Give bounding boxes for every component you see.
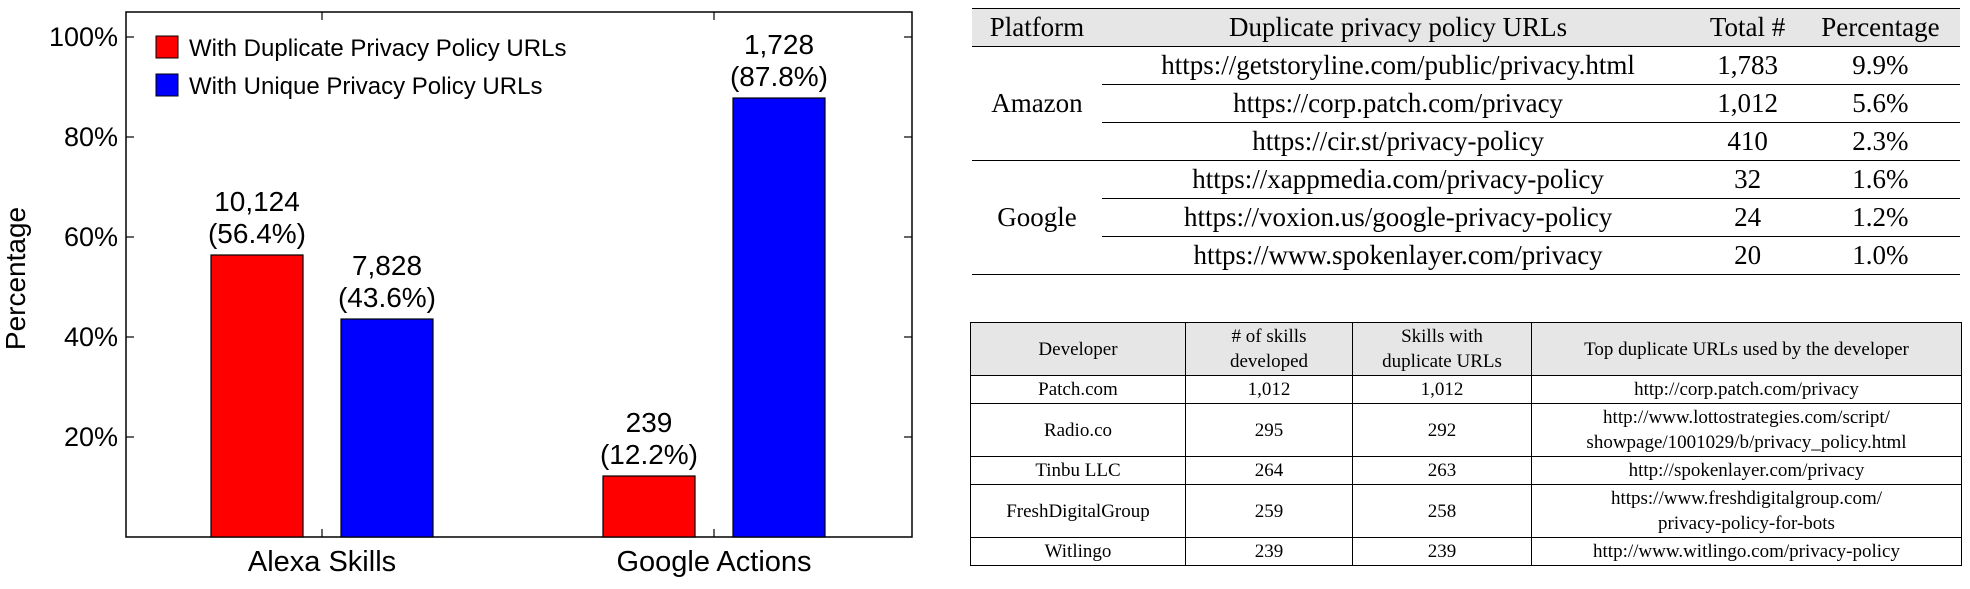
developer-cell: Witlingo [970,537,1186,566]
total-cell: 410 [1694,122,1801,161]
total-cell: 24 [1694,198,1801,237]
x-tick-label: Google Actions [616,546,811,578]
top-url-cell: http://spokenlayer.com/privacy [1531,456,1962,485]
y-tick-label: 40% [64,322,118,352]
bar [210,254,304,538]
y-tick-label: 60% [64,222,118,252]
url-cell: https://xappmedia.com/privacy-policy [1101,160,1695,199]
url-cell: https://cir.st/privacy-policy [1101,122,1695,161]
data-label: (12.2%) [600,439,698,470]
total-header: Total # [1694,8,1801,47]
table-row: https://cir.st/privacy-policy 410 2.3% [972,122,1960,161]
url-cell: https://www.spokenlayer.com/privacy [1101,236,1695,275]
data-label: 10,124 [214,186,300,217]
table-row: Radio.co 295 292 http://www.lottostrategies… [970,403,1962,457]
percentage-cell: 9.9% [1800,46,1960,85]
platform-header: Platform [972,8,1102,47]
skills-duplicate-cell: 239 [1352,537,1532,566]
data-label: (87.8%) [730,61,828,92]
skills-duplicate-cell: 258 [1352,484,1532,538]
y-tick-label: 100% [49,22,118,52]
skills-duplicate-cell: 263 [1352,456,1532,485]
developer-duplicate-urls-table: Developer # of skills developed Skills with… [970,322,1962,566]
skills-developed-cell: 295 [1185,403,1353,457]
top-url-cell: http://corp.patch.com/privacy [1531,375,1962,404]
y-tick-label: 80% [64,122,118,152]
chart-canvas: 20% 40% 60% 80% 100% Percentage Alexa Skills 10… [0,11,913,578]
total-cell: 32 [1694,160,1801,199]
table-row: FreshDigitalGroup 259 258 https://www.fresh… [970,484,1962,538]
table-row: Witlingo 239 239 http://www.witlingo.com/pr… [970,537,1962,566]
percentage-cell: 5.6% [1800,84,1960,123]
skills-developed-cell: 1,012 [1185,375,1353,404]
skills-duplicate-cell: 292 [1352,403,1532,457]
y-tick-label: 20% [64,422,118,452]
url-cell: https://corp.patch.com/privacy [1101,84,1695,123]
percentage-cell: 1.0% [1800,236,1960,275]
top-url-cell: http://www.lottostrategies.com/script/sh… [1531,403,1962,457]
data-label: (43.6%) [338,282,436,313]
table-row: Amazon https://getstoryline.com/public/pr… [972,46,1960,161]
table-row: Tinbu LLC 264 263 http://spokenlayer.com/pr… [970,456,1962,485]
developer-header: Developer [970,322,1186,376]
table-row: https://corp.patch.com/privacy 1,012 5.6% [972,84,1960,123]
platform-cell: Google [972,160,1102,275]
table-row: Patch.com 1,012 1,012 http://corp.patch.com… [970,375,1962,404]
url-cell: https://getstoryline.com/public/privacy.… [1101,46,1695,85]
top-urls-header: Top duplicate URLs used by the developer [1531,322,1962,376]
table-header-row: Developer # of skills developed Skills with… [970,322,1962,376]
plot-frame [125,11,913,538]
skills-duplicate-cell: 1,012 [1352,375,1532,404]
top-url-cell: https://www.freshdigitalgroup.com/privac… [1531,484,1962,538]
skills-developed-cell: 239 [1185,537,1353,566]
table-row: https://voxion.us/google-privacy-policy 2… [972,198,1960,237]
bar-chart: 20% 40% 60% 80% 100% Percentage Alexa Skills 10… [0,0,930,584]
percentage-cell: 1.2% [1800,198,1960,237]
developer-cell: Tinbu LLC [970,456,1186,485]
developer-cell: Patch.com [970,375,1186,404]
total-cell: 20 [1694,236,1801,275]
legend-swatch [155,35,179,59]
y-axis-label: Percentage [0,207,31,350]
skills-developed-cell: 264 [1185,456,1353,485]
data-label: 1,728 [744,29,814,60]
legend-label: With Unique Privacy Policy URLs [189,73,542,100]
bar [340,318,434,538]
developer-cell: FreshDigitalGroup [970,484,1186,538]
total-cell: 1,012 [1694,84,1801,123]
legend-label: With Duplicate Privacy Policy URLs [189,35,566,62]
top-url-cell: http://www.witlingo.com/privacy-policy [1531,537,1962,566]
data-label: 7,828 [352,250,422,281]
duplicate-urls-by-platform-table: Platform Duplicate privacy policy URLs Tot… [972,8,1960,275]
table-row: Google https://xappmedia.com/privacy-poli… [972,160,1960,275]
percentage-cell: 1.6% [1800,160,1960,199]
table-row: https://www.spokenlayer.com/privacy 20 1.0… [972,236,1960,275]
data-label: (56.4%) [208,218,306,249]
data-label: 239 [626,407,673,438]
urls-header: Duplicate privacy policy URLs [1101,8,1695,47]
x-tick-label: Alexa Skills [248,546,396,578]
bar [732,97,826,538]
skills-developed-header: # of skills developed [1185,322,1353,376]
percentage-cell: 2.3% [1800,122,1960,161]
total-cell: 1,783 [1694,46,1801,85]
bar [602,475,696,538]
table-header-row: Platform Duplicate privacy policy URLs Tot… [972,8,1960,47]
platform-cell: Amazon [972,46,1102,161]
skills-developed-cell: 259 [1185,484,1353,538]
developer-cell: Radio.co [970,403,1186,457]
url-cell: https://voxion.us/google-privacy-policy [1101,198,1695,237]
percentage-header: Percentage [1800,8,1960,47]
skills-duplicate-header: Skills with duplicate URLs [1352,322,1532,376]
legend-swatch [155,73,179,97]
